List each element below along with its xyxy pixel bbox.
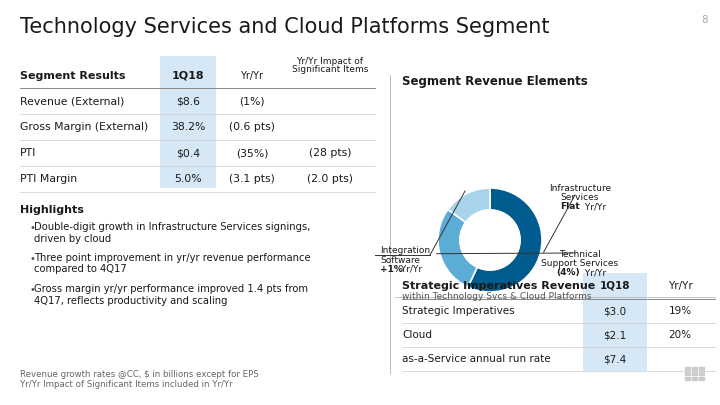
Text: Segment Revenue Elements: Segment Revenue Elements [402,75,588,88]
Text: (0.6 pts): (0.6 pts) [229,122,275,132]
Text: Three point improvement in yr/yr revenue performance: Three point improvement in yr/yr revenue… [34,253,310,263]
Text: Yr/Yr: Yr/Yr [398,265,422,274]
Bar [692,367,697,370]
Text: Technology Services and Cloud Platforms Segment: Technology Services and Cloud Platforms … [20,17,549,37]
Text: within Technology Svcs & Cloud Platforms: within Technology Svcs & Cloud Platforms [402,292,592,301]
Text: as-a-Service annual run rate: as-a-Service annual run rate [402,354,551,364]
Text: $3.0: $3.0 [603,306,626,316]
Text: Highlights: Highlights [20,205,84,215]
Text: 8: 8 [701,15,708,25]
Text: Strategic Imperatives: Strategic Imperatives [402,306,515,316]
Text: $8.6: $8.6 [176,96,200,106]
Text: Yr/Yr: Yr/Yr [667,281,693,291]
Wedge shape [448,188,490,222]
Wedge shape [468,188,542,292]
Text: (2.0 pts): (2.0 pts) [307,174,353,184]
Bar [685,377,690,380]
Text: Technical: Technical [559,250,601,259]
Text: $7.4: $7.4 [603,354,626,364]
Text: 20%: 20% [668,330,691,340]
Text: PTI Margin: PTI Margin [20,174,77,184]
Text: Flat: Flat [560,202,580,211]
Text: (4%): (4%) [557,268,580,277]
Text: driven by cloud: driven by cloud [34,234,112,243]
Bar [160,56,216,188]
Text: 1Q18: 1Q18 [171,71,204,81]
Text: +1%: +1% [380,265,403,274]
Text: •: • [29,254,35,264]
Text: Strategic Imperatives Revenue: Strategic Imperatives Revenue [402,281,595,291]
Text: Revenue growth rates @CC, $ in billions except for EPS: Revenue growth rates @CC, $ in billions … [20,370,258,379]
Bar [699,377,704,380]
Text: Yr/Yr: Yr/Yr [582,268,606,277]
Text: Infrastructure: Infrastructure [549,184,611,193]
Text: Yr/Yr: Yr/Yr [240,71,264,81]
Text: (28 pts): (28 pts) [309,148,351,158]
Text: Revenue (External): Revenue (External) [20,96,125,106]
Text: •: • [29,223,35,233]
Text: Gross Margin (External): Gross Margin (External) [20,122,148,132]
Text: Yr/Yr Impact of Significant Items included in Yr/Yr: Yr/Yr Impact of Significant Items includ… [20,380,233,389]
Text: 1Q18: 1Q18 [600,281,630,291]
Text: Yr/Yr Impact of: Yr/Yr Impact of [297,57,364,66]
Text: Gross margin yr/yr performance improved 1.4 pts from: Gross margin yr/yr performance improved … [34,284,308,294]
Text: 19%: 19% [668,306,692,316]
Text: PTI: PTI [20,148,37,158]
Text: $0.4: $0.4 [176,148,200,158]
Text: 38.2%: 38.2% [171,122,205,132]
Wedge shape [438,209,477,287]
Text: Yr/Yr: Yr/Yr [582,202,606,211]
Bar [583,273,647,371]
Text: Support Services: Support Services [541,259,618,268]
Text: (35%): (35%) [235,148,269,158]
Text: Software: Software [380,256,420,265]
Bar [699,372,704,375]
Bar [685,367,690,370]
Text: 4Q17, reflects productivity and scaling: 4Q17, reflects productivity and scaling [34,296,228,305]
Text: compared to 4Q17: compared to 4Q17 [34,264,127,275]
Bar [692,372,697,375]
Text: Double-digit growth in Infrastructure Services signings,: Double-digit growth in Infrastructure Se… [34,222,310,232]
Bar [692,377,697,380]
Bar [685,372,690,375]
Circle shape [460,210,520,270]
Text: Services: Services [561,193,599,202]
Text: Integration: Integration [380,246,430,255]
Text: Segment Results: Segment Results [20,71,125,81]
Bar [699,367,704,370]
Text: $2.1: $2.1 [603,330,626,340]
Text: •: • [29,285,35,295]
Text: (1%): (1%) [239,96,265,106]
Text: (3.1 pts): (3.1 pts) [229,174,275,184]
Text: Significant Items: Significant Items [292,65,368,74]
Text: 5.0%: 5.0% [174,174,202,184]
Text: Cloud: Cloud [402,330,432,340]
